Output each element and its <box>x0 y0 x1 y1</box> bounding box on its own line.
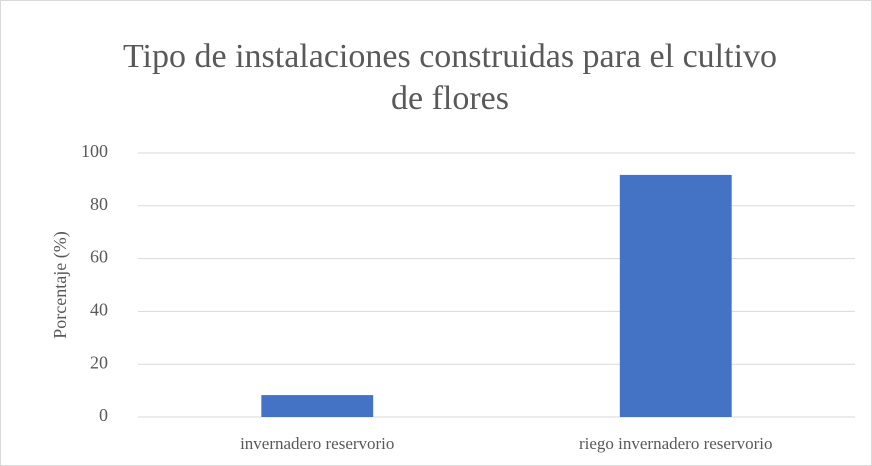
y-tick-label: 20 <box>90 352 108 372</box>
x-tick-label: riego invernadero reservorio <box>579 434 773 453</box>
chart-title: Tipo de instalaciones construidas para e… <box>122 38 778 117</box>
bar <box>261 395 374 417</box>
y-tick-label: 40 <box>90 300 108 320</box>
y-axis-label: Porcentaje (%) <box>50 231 71 338</box>
y-tick-label: 80 <box>90 194 108 214</box>
y-tick-label: 60 <box>90 247 108 267</box>
y-tick-label: 0 <box>99 405 108 425</box>
y-tick-label: 100 <box>81 141 108 161</box>
bar <box>619 174 732 417</box>
x-tick-label: invernadero reservorio <box>240 434 394 453</box>
